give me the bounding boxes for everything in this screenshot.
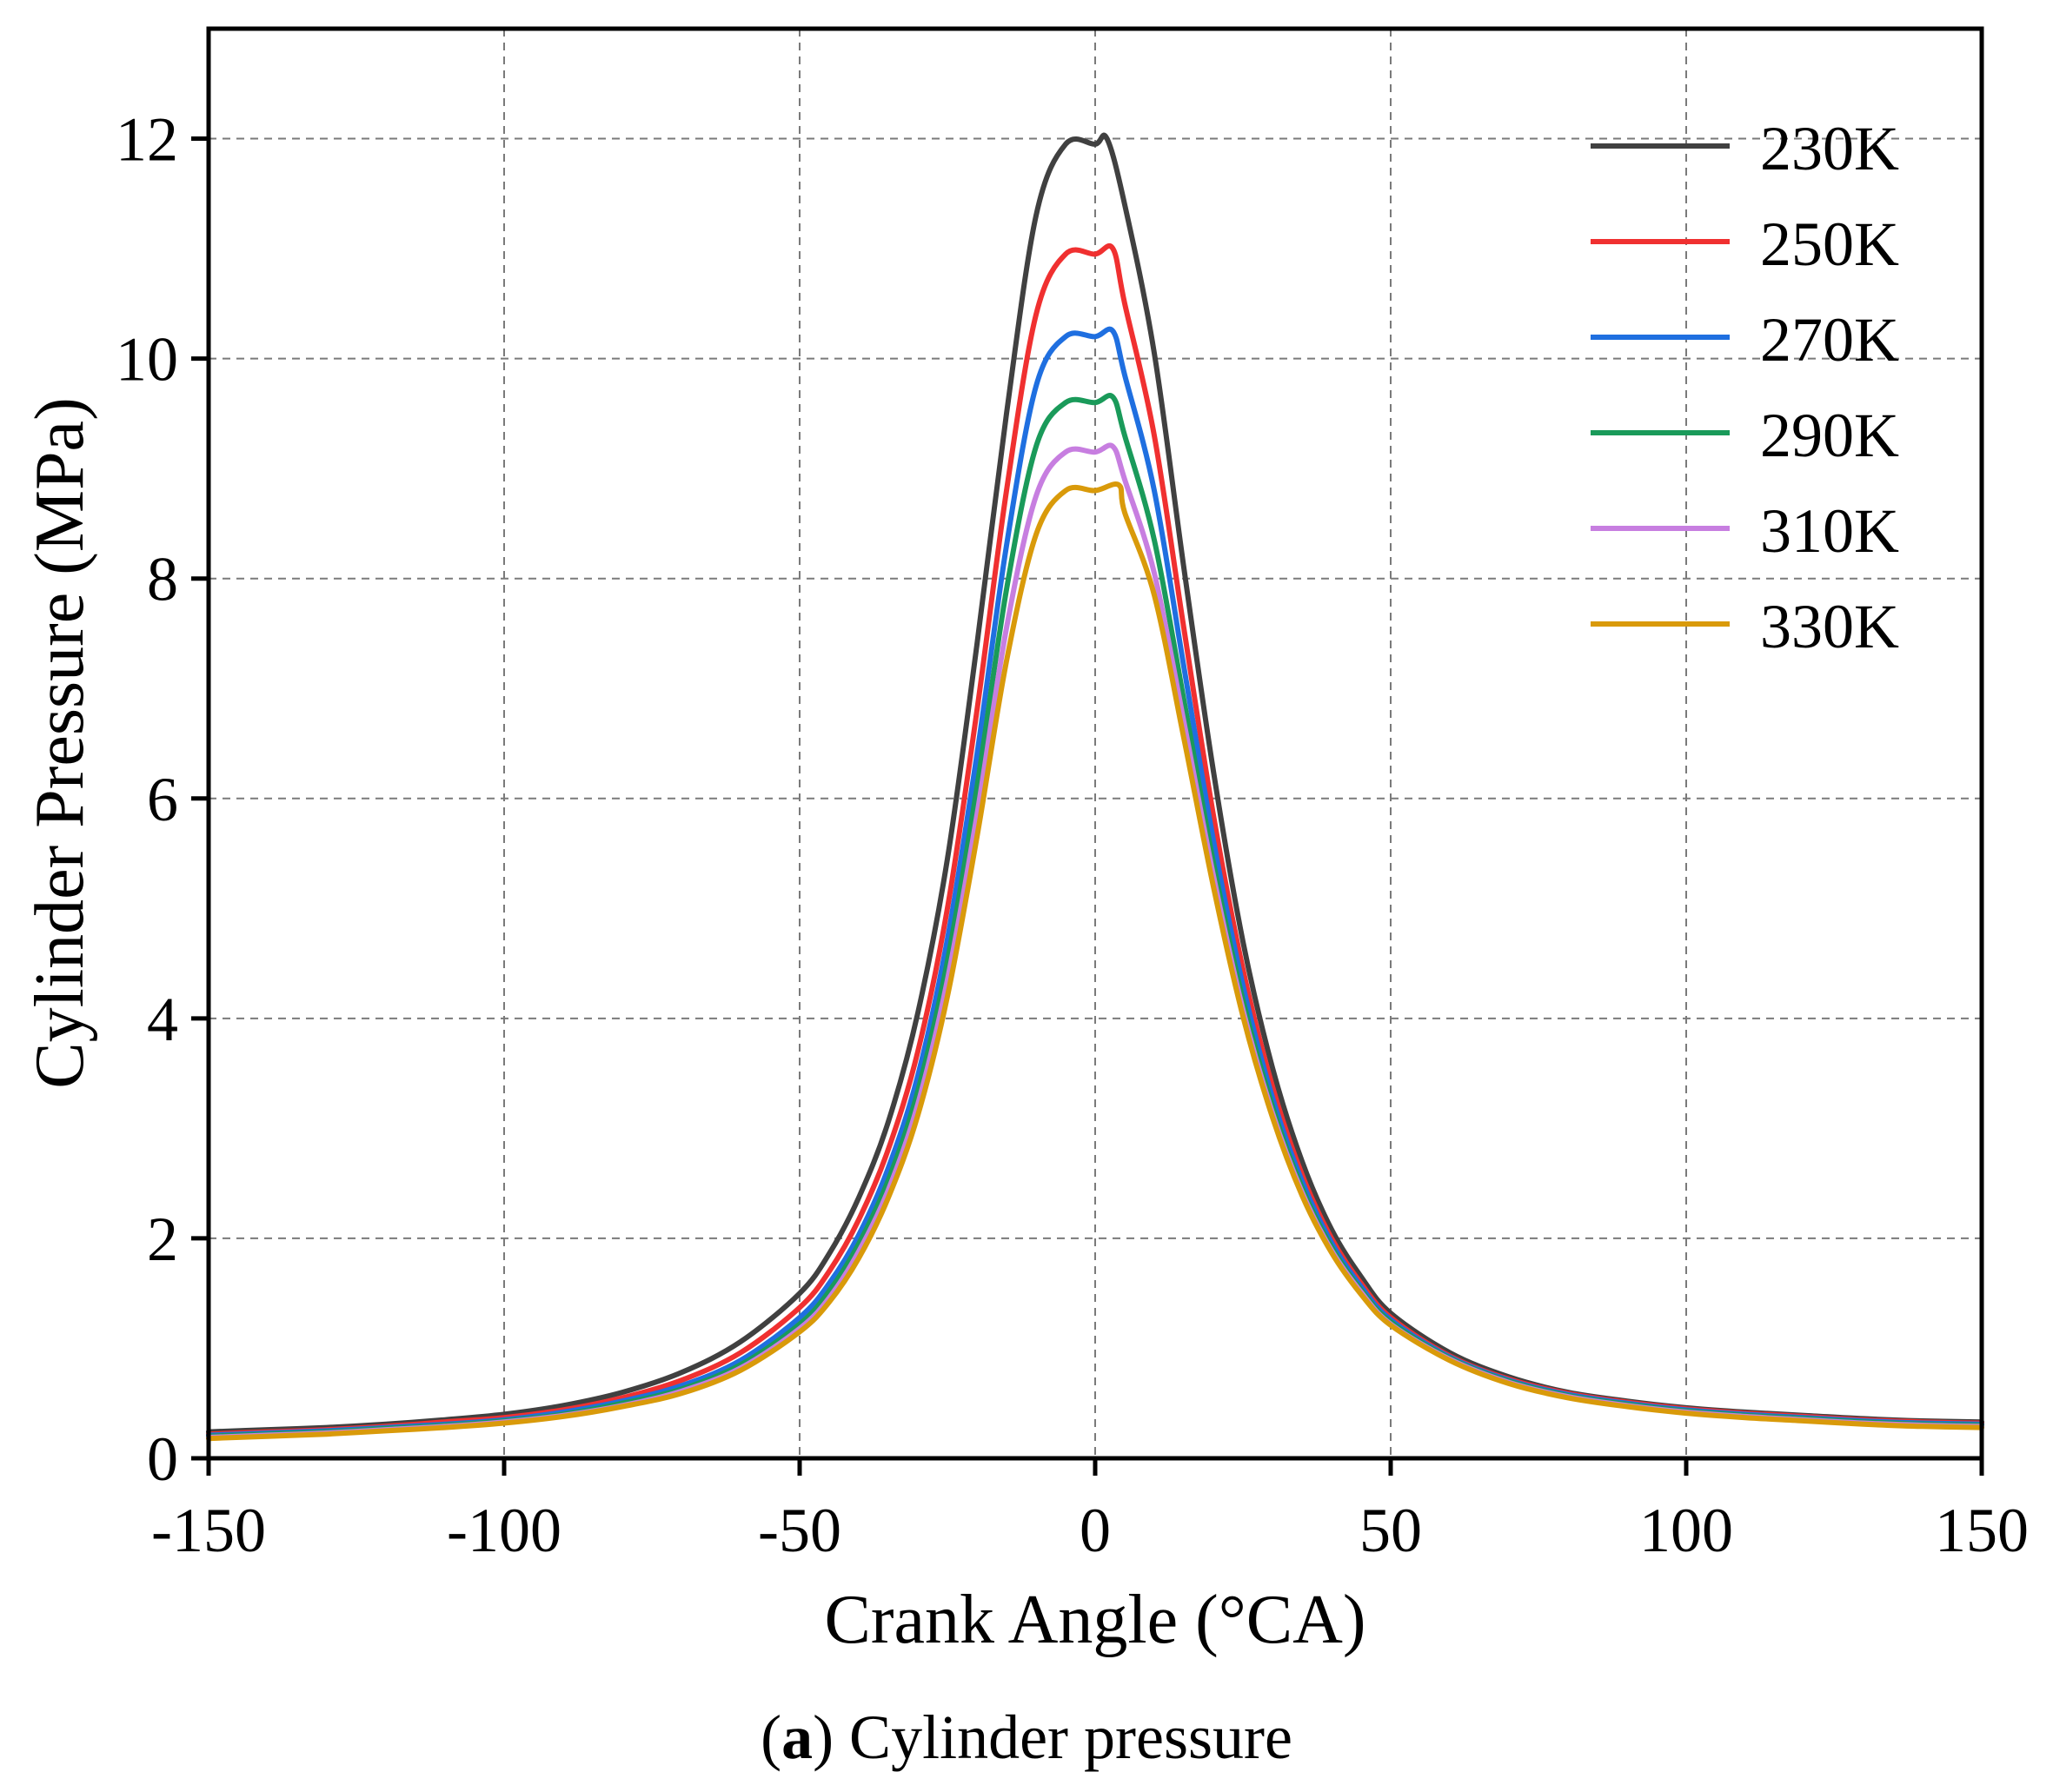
caption-text: Cylinder pressure [849, 1702, 1292, 1772]
y-tick-label: 6 [147, 765, 178, 834]
legend-label-330K: 330K [1760, 592, 1899, 661]
x-axis-label: Crank Angle (°CA) [824, 1582, 1365, 1658]
caption-label: a [781, 1702, 814, 1772]
legend-label-270K: 270K [1760, 305, 1899, 375]
x-tick-label: -150 [151, 1496, 266, 1565]
y-axis-label: Cylinder Pressure (MPa) [22, 397, 98, 1088]
y-tick-label: 0 [147, 1424, 178, 1494]
axis-ticks: -150 -100 -50 0 50 100 150 0 2 4 6 8 10 12 [116, 105, 2029, 1565]
y-tick-label: 4 [147, 985, 178, 1054]
y-tick-label: 8 [147, 545, 178, 614]
x-tick-label: 150 [1935, 1496, 2029, 1565]
series-line-330K [206, 481, 1984, 1442]
legend-label-290K: 290K [1760, 401, 1899, 470]
cylinder-pressure-chart: -150 -100 -50 0 50 100 150 0 2 4 6 8 10 12 230K 250K 27… [22, 26, 2029, 1658]
x-tick-label: -50 [758, 1496, 841, 1565]
series-lines [206, 132, 1984, 1442]
y-tick-label: 2 [147, 1205, 178, 1274]
x-tick-label: 100 [1639, 1496, 1733, 1565]
x-tick-label: 50 [1359, 1496, 1422, 1565]
series-line-310K [206, 442, 1984, 1440]
x-tick-label: 0 [1080, 1496, 1111, 1565]
legend: 230K 250K 270K 290K 310K 330K [1591, 114, 1899, 661]
y-tick-label: 12 [116, 105, 178, 175]
figure-caption: (a) Cylinder pressure [761, 1702, 1292, 1772]
y-tick-label: 10 [116, 325, 178, 395]
x-tick-label: -100 [447, 1496, 561, 1565]
grid-lines [209, 29, 1982, 1458]
legend-label-310K: 310K [1760, 496, 1899, 566]
legend-label-250K: 250K [1760, 209, 1899, 279]
legend-label-230K: 230K [1760, 114, 1899, 183]
